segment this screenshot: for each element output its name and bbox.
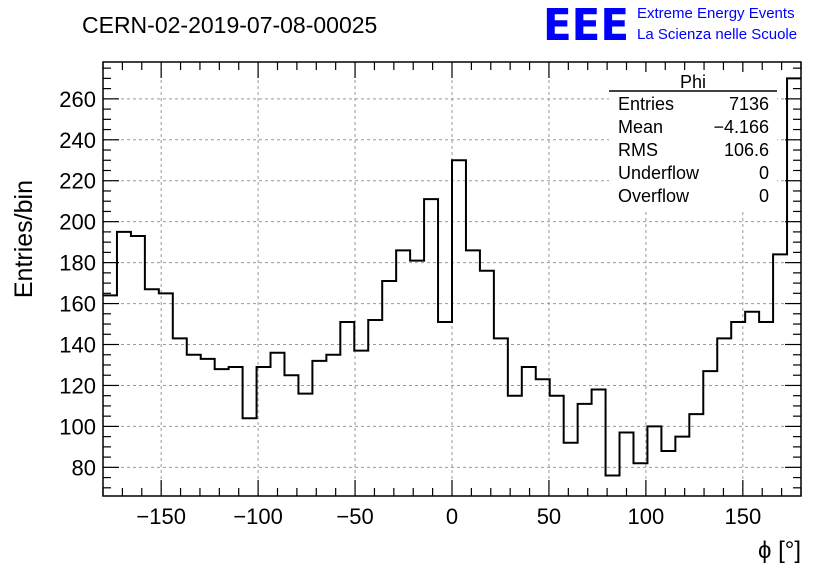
x-tick-label: 100: [628, 504, 665, 529]
x-tick-label: 0: [446, 504, 458, 529]
x-tick-labels: −150 −100 −50 0 50 100 150: [136, 504, 761, 529]
y-tick-label: 220: [59, 169, 96, 194]
y-tick-label: 100: [59, 414, 96, 439]
eee-logo: EEE Extreme Energy Events La Scienza nel…: [543, 0, 797, 51]
y-axis-title: Entries/bin: [10, 180, 38, 298]
stats-box-background: [609, 72, 777, 210]
stats-value-overflow: 0: [759, 186, 769, 206]
stats-title: Phi: [680, 72, 706, 92]
stats-label-rms: RMS: [618, 140, 658, 160]
axis-ticks: [102, 62, 802, 496]
eee-logo-mark: EEE: [543, 0, 629, 51]
stats-box: Phi Entries 7136 Mean −4.166 RMS 106.6 U…: [609, 72, 777, 210]
x-axis-title: ϕ [°]: [758, 537, 801, 564]
stats-value-rms: 106.6: [724, 140, 769, 160]
stats-label-underflow: Underflow: [618, 163, 700, 183]
stats-label-overflow: Overflow: [618, 186, 690, 206]
x-tick-label: −150: [136, 504, 186, 529]
stats-value-mean: −4.166: [713, 117, 769, 137]
y-tick-label: 240: [59, 128, 96, 153]
stats-label-mean: Mean: [618, 117, 663, 137]
y-tick-label: 180: [59, 251, 96, 276]
y-tick-label: 160: [59, 292, 96, 317]
grid-lines: [103, 62, 801, 496]
stats-value-underflow: 0: [759, 163, 769, 183]
histogram-outline: [103, 77, 801, 477]
x-tick-label: 50: [537, 504, 561, 529]
stats-label-entries: Entries: [618, 94, 674, 114]
y-tick-label: 200: [59, 210, 96, 235]
y-tick-labels: 80 100 120 140 160 180 200 220 240 260: [59, 87, 96, 480]
eee-logo-line1: Extreme Energy Events: [637, 5, 795, 22]
plot-frame: [102, 61, 802, 497]
eee-logo-line2: La Scienza nelle Scuole: [637, 26, 797, 43]
y-tick-label: 80: [72, 455, 96, 480]
x-tick-label: −100: [233, 504, 283, 529]
y-tick-label: 260: [59, 87, 96, 112]
x-tick-label: 150: [724, 504, 761, 529]
y-tick-label: 120: [59, 373, 96, 398]
y-tick-label: 140: [59, 333, 96, 358]
stats-value-entries: 7136: [729, 94, 769, 114]
x-tick-label: −50: [336, 504, 373, 529]
chart-title: CERN-02-2019-07-08-00025: [82, 12, 377, 38]
